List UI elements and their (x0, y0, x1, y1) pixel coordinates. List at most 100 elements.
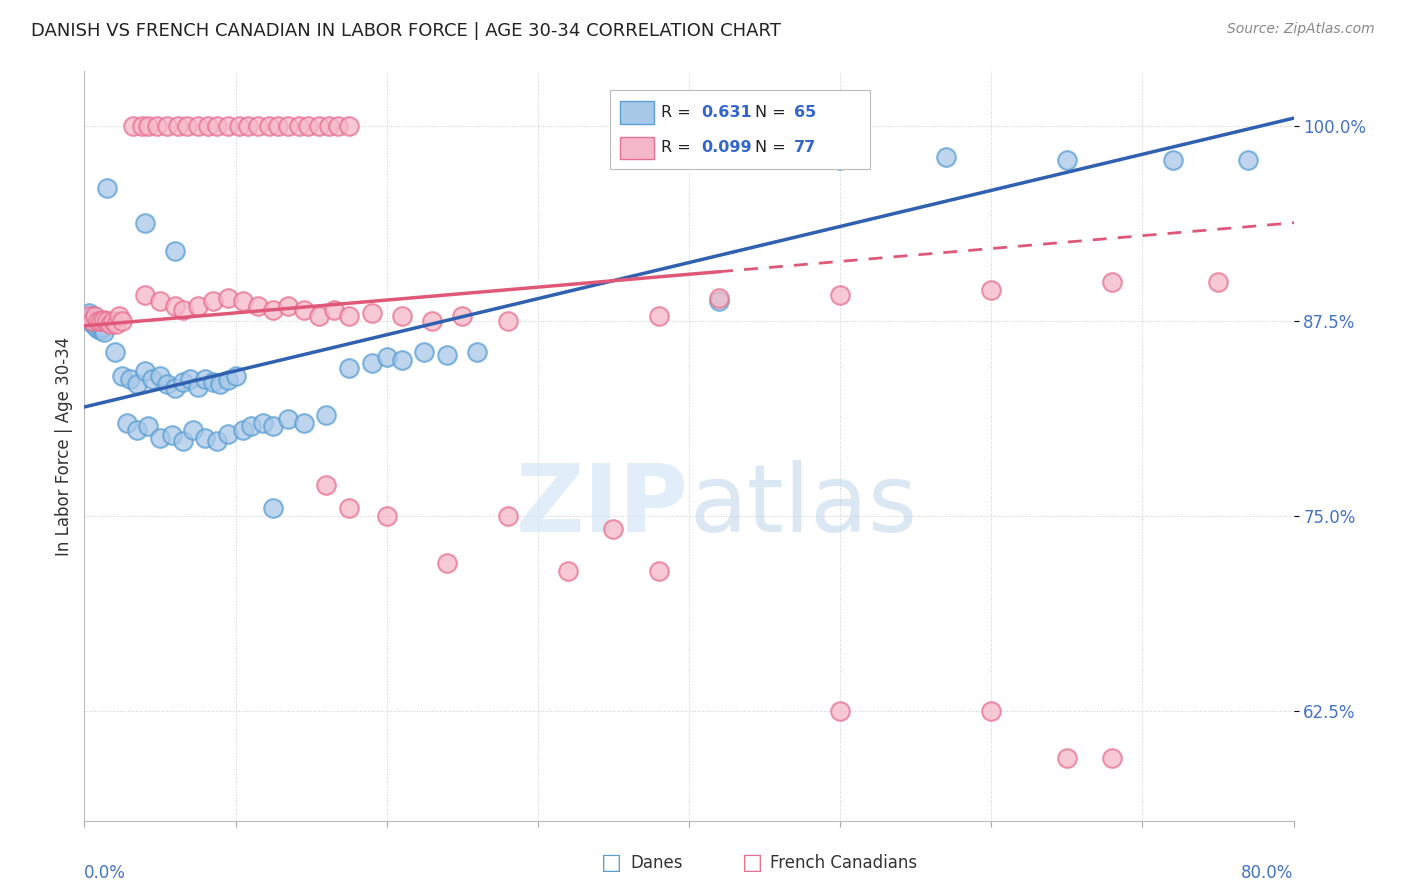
Point (602, 522, 624, 536)
Text: 80.0%: 80.0% (1241, 864, 1294, 882)
Point (127, 423, 149, 437)
Point (232, 423, 254, 437)
Point (420, 314, 443, 328)
Point (149, 368, 172, 383)
Text: ZIP: ZIP (516, 460, 689, 552)
Point (165, 244, 187, 258)
Point (194, 372, 217, 386)
Point (328, 119, 350, 133)
Point (267, 119, 290, 133)
Point (217, 426, 239, 441)
Point (375, 350, 398, 364)
Point (217, 373, 239, 387)
Point (160, 428, 183, 442)
Point (1206, 275, 1229, 289)
Point (830, 705, 852, 719)
Point (156, 119, 179, 133)
Text: N =: N = (755, 105, 792, 120)
Point (207, 434, 229, 449)
Point (288, 119, 311, 133)
Point (80, 314, 103, 328)
Point (141, 372, 163, 386)
Point (262, 418, 284, 433)
Point (121, 119, 143, 133)
FancyBboxPatch shape (620, 136, 654, 159)
Point (115, 416, 138, 430)
Point (337, 119, 360, 133)
Point (648, 564, 671, 578)
Point (90, 323, 112, 337)
Point (451, 310, 474, 324)
Point (496, 314, 519, 328)
Point (830, 287, 852, 301)
Text: DANISH VS FRENCH CANADIAN IN LABOR FORCE | AGE 30-34 CORRELATION CHART: DANISH VS FRENCH CANADIAN IN LABOR FORCE… (31, 22, 780, 40)
Point (197, 119, 219, 133)
Point (179, 372, 201, 386)
Point (709, 293, 731, 308)
Point (217, 291, 239, 305)
Point (413, 345, 436, 359)
FancyBboxPatch shape (620, 102, 654, 124)
Point (87, 314, 110, 328)
Text: 0.631: 0.631 (702, 105, 752, 120)
Text: 0.0%: 0.0% (84, 864, 127, 882)
Point (709, 291, 731, 305)
Point (322, 303, 344, 318)
Point (830, 153, 852, 168)
Point (252, 416, 274, 430)
Point (207, 119, 229, 133)
Text: French Canadians: French Canadians (770, 855, 918, 872)
Point (391, 310, 413, 324)
Point (262, 501, 284, 516)
Point (308, 119, 330, 133)
Point (247, 119, 270, 133)
Point (236, 119, 259, 133)
Point (77, 310, 100, 324)
Point (1237, 153, 1260, 168)
Point (84, 310, 107, 324)
Text: □: □ (602, 854, 621, 873)
Point (557, 564, 579, 578)
Point (277, 412, 299, 426)
Point (232, 293, 254, 308)
Text: □: □ (602, 854, 621, 873)
Point (187, 298, 209, 312)
Point (165, 298, 187, 312)
Point (134, 287, 156, 301)
Point (228, 119, 250, 133)
Point (1056, 751, 1078, 765)
Point (201, 293, 224, 308)
Point (146, 119, 169, 133)
Point (308, 310, 330, 324)
Point (101, 314, 124, 328)
Point (225, 368, 247, 383)
Point (93, 325, 115, 339)
Point (90, 314, 112, 328)
Point (980, 705, 1002, 719)
Point (262, 303, 284, 318)
Point (93, 312, 115, 326)
Text: 65: 65 (794, 105, 817, 120)
Point (82, 310, 104, 324)
Point (156, 376, 179, 391)
Point (127, 376, 149, 391)
Point (167, 119, 190, 133)
Point (315, 478, 337, 492)
Point (292, 303, 315, 318)
Text: R =: R = (661, 105, 696, 120)
Point (194, 431, 217, 445)
Point (96, 181, 118, 195)
Point (86, 314, 108, 328)
Point (360, 356, 382, 370)
Point (89, 317, 111, 331)
Point (131, 119, 153, 133)
Point (257, 119, 280, 133)
Text: □: □ (742, 854, 762, 873)
Point (87, 322, 110, 336)
Point (108, 310, 131, 324)
Point (239, 418, 262, 433)
Point (315, 408, 337, 422)
Point (496, 509, 519, 524)
Text: Source: ZipAtlas.com: Source: ZipAtlas.com (1227, 22, 1375, 37)
Point (337, 310, 360, 324)
